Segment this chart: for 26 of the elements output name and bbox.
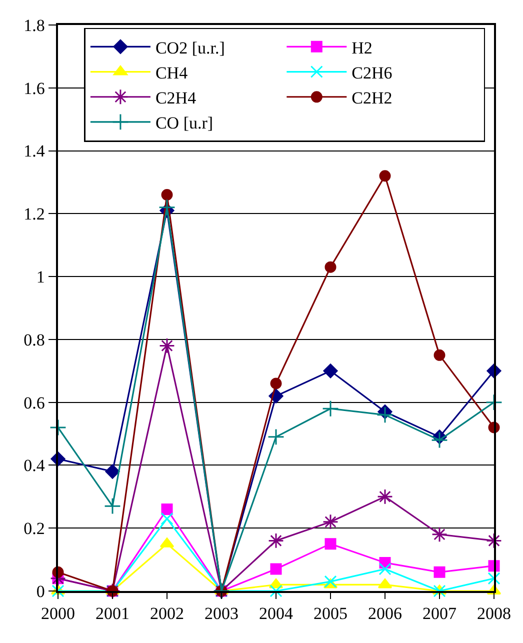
x-tick-label: 2006 xyxy=(368,604,402,624)
y-tick-label: 0 xyxy=(36,582,45,601)
y-tick-label: 1.8 xyxy=(24,16,45,35)
legend-label: CO [u.r] xyxy=(155,114,214,133)
legend-label: CO2 [u.r.] xyxy=(155,38,225,58)
legend-label: C2H6 xyxy=(352,63,392,82)
y-tick-label: 0.4 xyxy=(24,456,46,476)
y-tick-label: 0.8 xyxy=(24,330,45,350)
y-tick-label: 1 xyxy=(36,268,45,287)
x-tick-label: 2007 xyxy=(422,604,457,624)
y-tick-label: 0.2 xyxy=(24,519,45,538)
legend-label: C2H4 xyxy=(155,88,197,108)
y-tick-label: 0.6 xyxy=(24,393,45,412)
x-tick-label: 2004 xyxy=(259,604,294,624)
x-tick-label: 2008 xyxy=(477,604,511,624)
legend-label: H2 xyxy=(352,38,372,58)
legend-label: CH4 xyxy=(155,63,188,82)
x-tick-label: 2005 xyxy=(314,604,348,624)
legend-label: C2H2 xyxy=(352,88,392,108)
x-tick-label: 2000 xyxy=(41,604,75,624)
y-tick-label: 1.6 xyxy=(24,78,45,98)
x-tick-label: 2003 xyxy=(204,604,238,624)
x-tick-label: 2002 xyxy=(150,604,184,624)
y-tick-label: 1.4 xyxy=(24,142,46,161)
y-tick-label: 1.2 xyxy=(24,204,45,224)
x-tick-label: 2001 xyxy=(96,604,130,624)
